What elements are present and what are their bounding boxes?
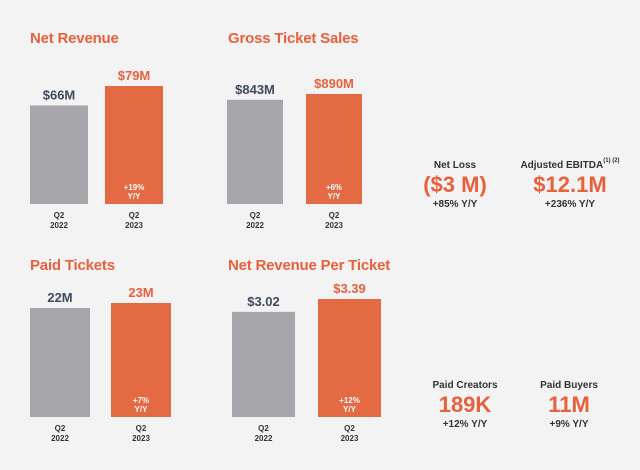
x-tick-label: 2022: [255, 434, 273, 443]
x-tick-label: Q2: [55, 424, 66, 433]
yoy-label: +6%: [326, 183, 342, 192]
x-tick-label: 2023: [132, 434, 150, 443]
yoy-label: Y/Y: [328, 192, 342, 201]
x-tick-label: 2022: [246, 221, 264, 230]
x-tick-label: Q2: [129, 211, 140, 220]
footnote-marker: (1) (2): [603, 158, 620, 164]
metric-change: +9% Y/Y: [549, 419, 589, 430]
bar-current-year: [105, 86, 163, 204]
net-revenue-per-ticket-chart: Net Revenue Per Ticket $3.02 Q2 2022 $3.39 Q…: [228, 257, 391, 443]
bar-prior-year: [30, 105, 88, 204]
gross-ticket-sales-chart: Gross Ticket Sales $843M Q2 2022 $890M Q2 202…: [0, 0, 400, 240]
data-label: $3.02: [247, 294, 280, 309]
bar-prior-year: [232, 311, 295, 417]
net-loss-metric: Net Loss ($3 M) +85% Y/Y: [395, 160, 515, 210]
x-tick-label: 2023: [125, 221, 143, 230]
yoy-label: Y/Y: [135, 405, 149, 414]
metric-value: 189K: [438, 392, 492, 417]
metric-label: Adjusted EBITDA: [520, 160, 604, 171]
metric-value: ($3 M): [423, 172, 487, 197]
yoy-label: +19%: [124, 183, 145, 192]
bar-current-year: [318, 299, 381, 417]
yoy-label: Y/Y: [343, 405, 357, 414]
data-label: $66M: [43, 87, 76, 102]
bar-prior-year: [30, 307, 90, 417]
chart-title: Net Revenue: [30, 30, 119, 47]
yoy-label: +7%: [133, 396, 149, 405]
yoy-label: Y/Y: [128, 192, 142, 201]
data-label: 22M: [47, 290, 72, 305]
chart-title: Net Revenue Per Ticket: [228, 257, 391, 274]
net-revenue-chart: Net Revenue $66M Q2 2022 $79M Q2 2023 +19% Y/Y: [0, 0, 200, 240]
x-tick-label: Q2: [54, 211, 65, 220]
paid-creators-metric: Paid Creators 189K +12% Y/Y: [405, 380, 525, 430]
bar-current-year: [306, 94, 362, 204]
chart-title: Paid Tickets: [30, 257, 115, 274]
x-tick-label: Q2: [344, 424, 355, 433]
paid-tickets-chart: Paid Tickets 22M Q2 2022 23M Q2 2023 +7% Y/Y: [0, 0, 200, 470]
data-label: $843M: [235, 82, 275, 97]
metric-value: $12.1M: [533, 172, 607, 197]
data-label: 23M: [128, 285, 153, 300]
metric-value: 11M: [548, 392, 590, 417]
yoy-label: +12%: [339, 396, 360, 405]
x-tick-label: Q2: [329, 211, 340, 220]
paid-buyers-metric: Paid Buyers 11M +9% Y/Y: [509, 380, 629, 430]
metric-label: Paid Buyers: [540, 380, 598, 391]
x-tick-label: 2023: [325, 221, 343, 230]
x-tick-label: Q2: [136, 424, 147, 433]
metric-change: +236% Y/Y: [544, 199, 596, 210]
metric-label: Net Loss: [433, 160, 477, 171]
metric-change: +12% Y/Y: [442, 419, 488, 430]
metric-change: +85% Y/Y: [432, 199, 478, 210]
data-label: $890M: [314, 76, 354, 91]
bar-current-year: [111, 303, 171, 417]
metric-label: Paid Creators: [432, 380, 498, 391]
x-tick-label: Q2: [258, 424, 269, 433]
chart-title: Gross Ticket Sales: [228, 30, 359, 47]
bar-prior-year: [227, 99, 283, 204]
data-label: $3.39: [333, 281, 366, 296]
x-tick-label: Q2: [250, 211, 261, 220]
data-label: $79M: [118, 68, 151, 83]
x-tick-label: 2023: [341, 434, 359, 443]
x-tick-label: 2022: [50, 221, 68, 230]
adjusted-ebitda-metric: Adjusted EBITDA(1) (2) $12.1M +236% Y/Y: [510, 158, 630, 210]
x-tick-label: 2022: [51, 434, 69, 443]
